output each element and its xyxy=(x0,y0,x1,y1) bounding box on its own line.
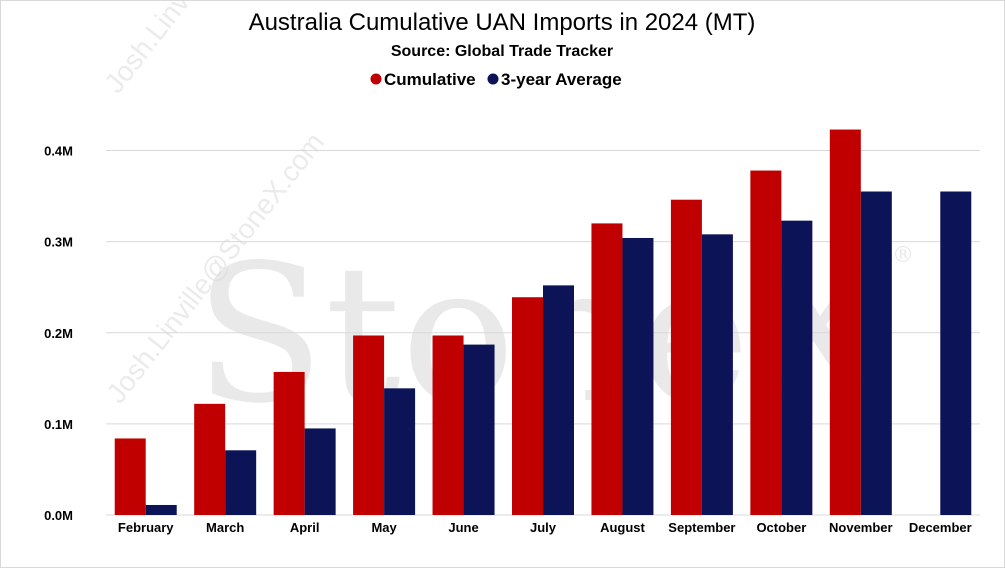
bar-cumulative xyxy=(273,371,305,515)
x-tick-label: August xyxy=(600,520,645,535)
bar-three-year-average xyxy=(622,237,654,516)
x-tick-label: September xyxy=(668,520,735,535)
bar-three-year-average xyxy=(543,285,574,515)
chart-title: Australia Cumulative UAN Imports in 2024… xyxy=(249,9,756,36)
bar-cumulative xyxy=(114,438,146,515)
bar-cumulative xyxy=(670,199,702,515)
legend-marker xyxy=(487,73,499,85)
y-tick-label: 0.2M xyxy=(44,326,73,341)
legend-label: 3-year Average xyxy=(501,70,622,89)
bar-cumulative xyxy=(829,129,861,515)
bar-three-year-average xyxy=(145,504,177,515)
x-axis-ticks: February March April May June July August Septe… xyxy=(118,520,972,535)
x-tick-label: February xyxy=(118,520,174,535)
bar-three-year-average xyxy=(940,191,972,515)
x-tick-label: November xyxy=(829,520,893,535)
y-tick-label: 0.4M xyxy=(44,144,73,159)
x-tick-label: October xyxy=(756,520,806,535)
bar-three-year-average xyxy=(225,450,257,515)
x-tick-label: April xyxy=(290,520,320,535)
y-tick-label: 0.1M xyxy=(44,417,73,432)
watermark-registered: ® xyxy=(892,243,914,268)
bar-three-year-average xyxy=(860,191,892,515)
bars xyxy=(114,129,972,516)
bar-three-year-average xyxy=(701,234,733,515)
x-tick-label: June xyxy=(448,520,478,535)
bar-three-year-average xyxy=(304,428,336,515)
bar-cumulative xyxy=(432,335,464,515)
bar-cumulative xyxy=(512,297,543,515)
x-tick-label: December xyxy=(909,520,972,535)
bar-cumulative xyxy=(194,403,226,515)
y-axis-ticks: 0.0M 0.1M 0.2M 0.3M 0.4M xyxy=(44,144,73,524)
x-tick-label: March xyxy=(206,520,244,535)
y-tick-label: 0.3M xyxy=(44,235,73,250)
legend-marker xyxy=(370,73,382,85)
bar-three-year-average xyxy=(781,220,813,515)
x-tick-label: July xyxy=(530,520,557,535)
bar-three-year-average xyxy=(384,388,416,515)
legend-label: Cumulative xyxy=(384,70,476,89)
bar-cumulative xyxy=(750,170,782,516)
bar-three-year-average xyxy=(463,344,495,515)
x-tick-label: May xyxy=(371,520,397,535)
bar-cumulative xyxy=(353,335,385,515)
legend: Cumulative 3-year Average xyxy=(370,70,622,89)
y-tick-label: 0.0M xyxy=(44,508,73,523)
bar-cumulative xyxy=(591,223,623,515)
chart-subtitle: Source: Global Trade Tracker xyxy=(391,43,613,60)
